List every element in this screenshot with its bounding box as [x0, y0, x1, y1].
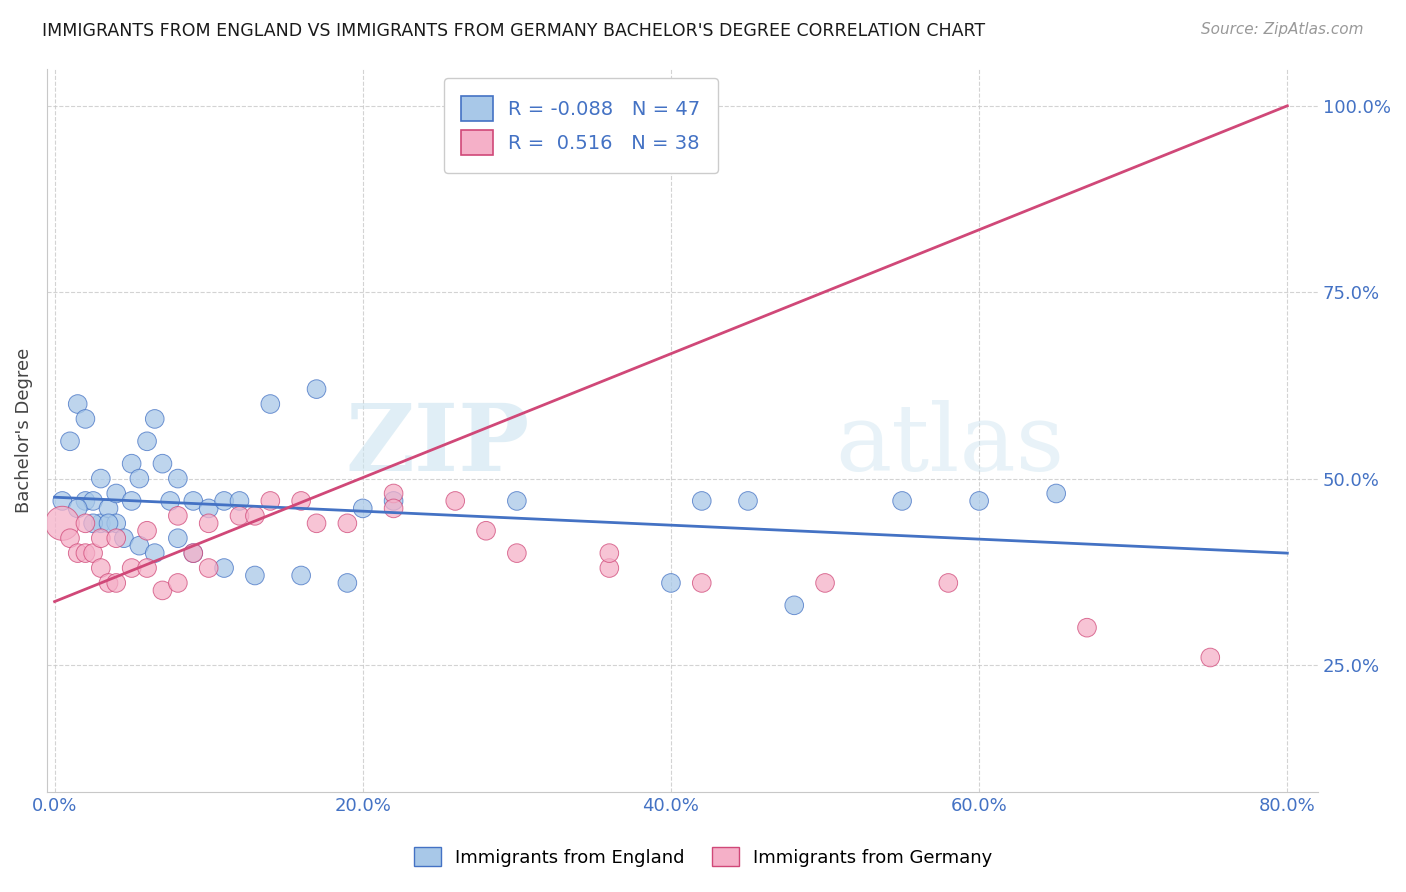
- Point: [967, 494, 990, 508]
- Point: [444, 494, 467, 508]
- Point: [59, 531, 82, 545]
- Point: [181, 546, 204, 560]
- Point: [290, 494, 312, 508]
- Point: [228, 494, 250, 508]
- Point: [152, 457, 174, 471]
- Point: [121, 494, 143, 508]
- Point: [59, 434, 82, 449]
- Point: [121, 561, 143, 575]
- Point: [152, 583, 174, 598]
- Point: [197, 516, 219, 531]
- Point: [82, 546, 104, 560]
- Legend: Immigrants from England, Immigrants from Germany: Immigrants from England, Immigrants from…: [406, 840, 1000, 874]
- Point: [128, 539, 150, 553]
- Point: [181, 546, 204, 560]
- Point: [336, 516, 359, 531]
- Point: [105, 516, 128, 531]
- Point: [75, 516, 97, 531]
- Point: [167, 531, 190, 545]
- Point: [105, 576, 128, 591]
- Point: [167, 576, 190, 591]
- Point: [598, 546, 620, 560]
- Point: [382, 494, 405, 508]
- Point: [105, 486, 128, 500]
- Point: [51, 494, 73, 508]
- Point: [181, 494, 204, 508]
- Legend: R = -0.088   N = 47, R =  0.516   N = 38: R = -0.088 N = 47, R = 0.516 N = 38: [444, 78, 717, 173]
- Point: [475, 524, 498, 538]
- Point: [212, 561, 235, 575]
- Point: [259, 494, 281, 508]
- Point: [66, 501, 89, 516]
- Y-axis label: Bachelor's Degree: Bachelor's Degree: [15, 348, 32, 513]
- Point: [243, 568, 266, 582]
- Point: [136, 524, 159, 538]
- Point: [51, 516, 73, 531]
- Point: [112, 531, 135, 545]
- Point: [352, 501, 374, 516]
- Point: [90, 561, 112, 575]
- Point: [82, 516, 104, 531]
- Point: [128, 472, 150, 486]
- Point: [90, 516, 112, 531]
- Text: atlas: atlas: [835, 400, 1064, 490]
- Point: [305, 382, 328, 396]
- Point: [136, 434, 159, 449]
- Text: IMMIGRANTS FROM ENGLAND VS IMMIGRANTS FROM GERMANY BACHELOR'S DEGREE CORRELATION: IMMIGRANTS FROM ENGLAND VS IMMIGRANTS FR…: [42, 22, 986, 40]
- Point: [66, 546, 89, 560]
- Point: [382, 501, 405, 516]
- Point: [1199, 650, 1222, 665]
- Point: [197, 501, 219, 516]
- Point: [90, 472, 112, 486]
- Point: [936, 576, 959, 591]
- Point: [167, 472, 190, 486]
- Point: [382, 486, 405, 500]
- Point: [228, 508, 250, 523]
- Point: [97, 516, 120, 531]
- Point: [1076, 621, 1098, 635]
- Point: [243, 508, 266, 523]
- Point: [212, 494, 235, 508]
- Point: [290, 568, 312, 582]
- Point: [75, 546, 97, 560]
- Point: [105, 531, 128, 545]
- Point: [143, 546, 166, 560]
- Point: [121, 457, 143, 471]
- Point: [305, 516, 328, 531]
- Point: [97, 501, 120, 516]
- Point: [814, 576, 837, 591]
- Point: [336, 576, 359, 591]
- Point: [90, 531, 112, 545]
- Point: [737, 494, 759, 508]
- Point: [1045, 486, 1067, 500]
- Point: [506, 546, 529, 560]
- Point: [136, 561, 159, 575]
- Point: [75, 412, 97, 426]
- Point: [690, 576, 713, 591]
- Point: [75, 494, 97, 508]
- Point: [506, 494, 529, 508]
- Point: [159, 494, 181, 508]
- Point: [97, 576, 120, 591]
- Text: ZIP: ZIP: [346, 400, 530, 490]
- Point: [143, 412, 166, 426]
- Point: [197, 561, 219, 575]
- Point: [167, 508, 190, 523]
- Text: Source: ZipAtlas.com: Source: ZipAtlas.com: [1201, 22, 1364, 37]
- Point: [598, 561, 620, 575]
- Point: [82, 494, 104, 508]
- Point: [690, 494, 713, 508]
- Point: [783, 599, 806, 613]
- Point: [659, 576, 682, 591]
- Point: [259, 397, 281, 411]
- Point: [66, 397, 89, 411]
- Point: [891, 494, 914, 508]
